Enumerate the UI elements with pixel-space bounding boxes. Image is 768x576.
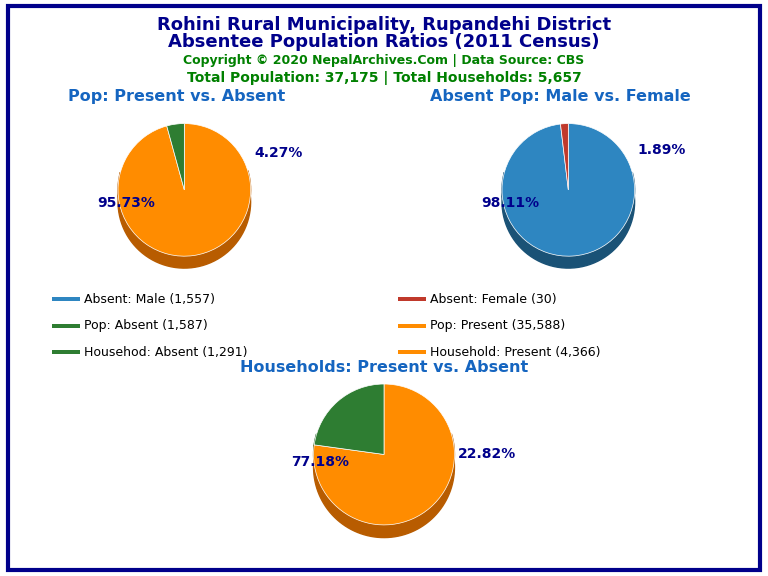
Text: Pop: Present vs. Absent: Pop: Present vs. Absent xyxy=(68,89,285,104)
Wedge shape xyxy=(313,384,455,525)
Polygon shape xyxy=(502,172,634,268)
Text: Household: Present (4,366): Household: Present (4,366) xyxy=(430,346,601,359)
Text: 4.27%: 4.27% xyxy=(254,146,303,160)
Text: 98.11%: 98.11% xyxy=(481,196,539,210)
Text: 77.18%: 77.18% xyxy=(291,454,349,468)
Text: Absent: Male (1,557): Absent: Male (1,557) xyxy=(84,293,215,306)
Text: Absent Pop: Male vs. Female: Absent Pop: Male vs. Female xyxy=(430,89,691,104)
Text: Absentee Population Ratios (2011 Census): Absentee Population Ratios (2011 Census) xyxy=(168,33,600,51)
Bar xyxy=(52,324,80,328)
Text: 95.73%: 95.73% xyxy=(97,196,154,210)
Text: Absent: Female (30): Absent: Female (30) xyxy=(430,293,557,306)
Bar xyxy=(399,297,426,301)
Text: 1.89%: 1.89% xyxy=(638,143,687,157)
Text: Pop: Absent (1,587): Pop: Absent (1,587) xyxy=(84,319,207,332)
Wedge shape xyxy=(502,124,634,256)
Text: Copyright © 2020 NepalArchives.Com | Data Source: CBS: Copyright © 2020 NepalArchives.Com | Dat… xyxy=(184,54,584,67)
Text: Total Population: 37,175 | Total Households: 5,657: Total Population: 37,175 | Total Househo… xyxy=(187,71,581,85)
Wedge shape xyxy=(167,124,184,190)
Text: Househod: Absent (1,291): Househod: Absent (1,291) xyxy=(84,346,247,359)
Text: 22.82%: 22.82% xyxy=(458,448,516,461)
Polygon shape xyxy=(313,434,455,537)
Polygon shape xyxy=(118,170,250,268)
Bar xyxy=(52,297,80,301)
Wedge shape xyxy=(561,124,568,190)
Wedge shape xyxy=(118,124,250,256)
Text: Rohini Rural Municipality, Rupandehi District: Rohini Rural Municipality, Rupandehi Dis… xyxy=(157,16,611,34)
Text: Pop: Present (35,588): Pop: Present (35,588) xyxy=(430,319,565,332)
Polygon shape xyxy=(314,434,316,457)
Bar xyxy=(52,350,80,354)
Bar xyxy=(399,324,426,328)
Bar xyxy=(399,350,426,354)
Wedge shape xyxy=(314,384,384,454)
Text: Households: Present vs. Absent: Households: Present vs. Absent xyxy=(240,360,528,375)
